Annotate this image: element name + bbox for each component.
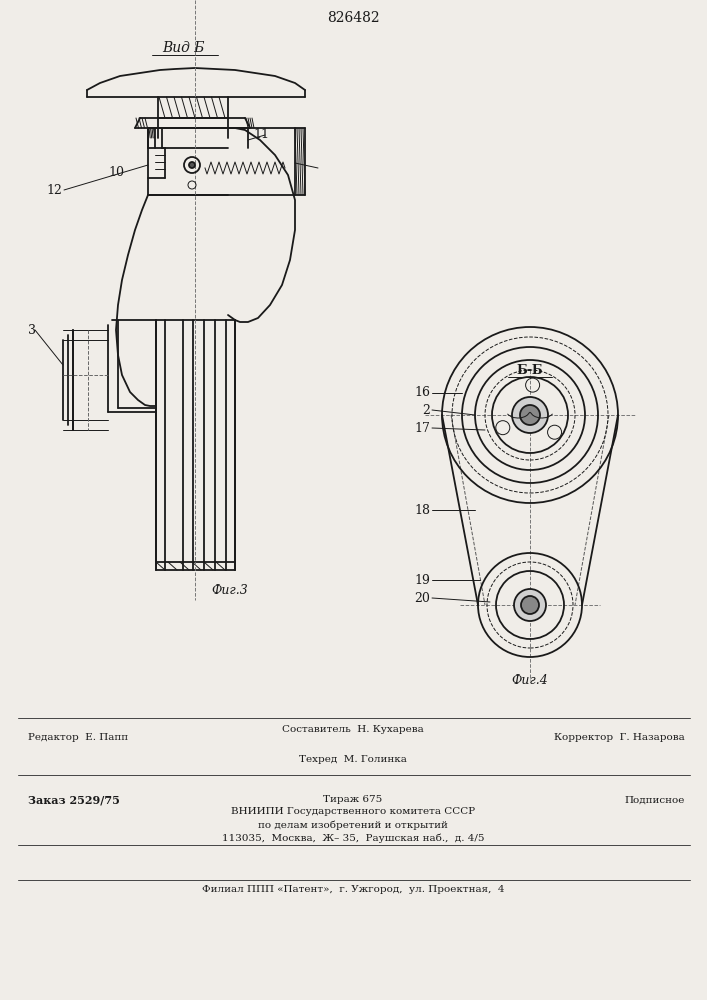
Text: Корректор  Г. Назарова: Корректор Г. Назарова: [554, 734, 685, 742]
Text: 19: 19: [414, 574, 430, 586]
Text: 20: 20: [414, 591, 430, 604]
Text: Вид Б: Вид Б: [162, 41, 204, 55]
Circle shape: [189, 162, 195, 168]
Text: 826482: 826482: [327, 11, 380, 25]
Text: по делам изобретений и открытий: по делам изобретений и открытий: [258, 820, 448, 830]
Circle shape: [512, 397, 548, 433]
Text: 18: 18: [414, 504, 430, 516]
Text: Заказ 2529/75: Заказ 2529/75: [28, 794, 120, 806]
Circle shape: [521, 596, 539, 614]
Text: Фиг.3: Фиг.3: [211, 584, 248, 596]
Text: Подписное: Подписное: [624, 796, 685, 804]
Text: Тираж 675: Тираж 675: [323, 796, 382, 804]
Text: Б-Б: Б-Б: [517, 363, 543, 376]
Text: 10: 10: [108, 165, 124, 178]
Text: Фиг.4: Фиг.4: [512, 674, 549, 686]
Text: 113035,  Москва,  Ж– 35,  Раушская наб.,  д. 4/5: 113035, Москва, Ж– 35, Раушская наб., д.…: [222, 833, 484, 843]
Text: 11: 11: [253, 128, 269, 141]
Text: Филиал ППП «Патент»,  г. Ужгород,  ул. Проектная,  4: Филиал ППП «Патент», г. Ужгород, ул. Про…: [201, 886, 504, 894]
Text: 2: 2: [422, 403, 430, 416]
Text: Техред  М. Голинка: Техред М. Голинка: [299, 756, 407, 764]
Text: Составитель  Н. Кухарева: Составитель Н. Кухарева: [282, 726, 424, 734]
Circle shape: [520, 405, 540, 425]
Text: 3: 3: [28, 324, 36, 336]
Text: Редактор  Е. Папп: Редактор Е. Папп: [28, 734, 128, 742]
Text: 17: 17: [414, 422, 430, 434]
Text: 16: 16: [414, 386, 430, 399]
Text: ВНИИПИ Государственного комитета СССР: ВНИИПИ Государственного комитета СССР: [231, 808, 475, 816]
Text: 12: 12: [46, 184, 62, 196]
Circle shape: [514, 589, 546, 621]
